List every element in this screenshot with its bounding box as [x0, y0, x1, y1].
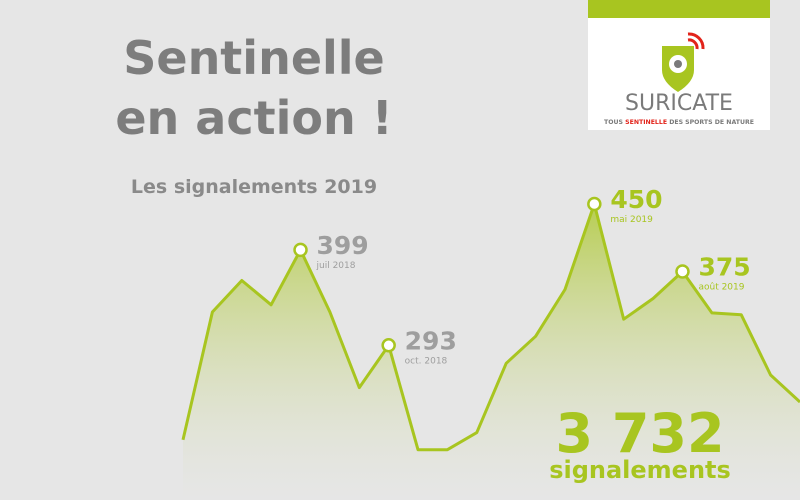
- marker: [587, 196, 602, 212]
- marker: [381, 338, 396, 353]
- area-fill: [183, 204, 800, 500]
- date-label: août 2019: [698, 283, 744, 293]
- value-label: 450: [610, 185, 662, 214]
- total-value: 3 732: [555, 402, 724, 465]
- tagline-part: TOUS: [604, 119, 623, 126]
- marker: [675, 264, 690, 279]
- date-label: oct. 2018: [405, 356, 448, 366]
- value-label: 375: [698, 253, 750, 282]
- title-line: Sentinelle: [123, 31, 385, 85]
- logo-signal: [687, 32, 705, 50]
- date-label: juil 2018: [316, 261, 356, 271]
- logo-pupil: [674, 60, 682, 68]
- title-line: en action !: [115, 91, 392, 145]
- line: [181, 202, 800, 452]
- total-label: signalements: [549, 456, 731, 484]
- tagline-part: SENTINELLE: [625, 119, 667, 126]
- logo-tagline: TOUS SENTINELLE DES SPORTS DE NATURE: [604, 119, 754, 126]
- tagline-part: DES SPORTS DE NATURE: [669, 119, 754, 126]
- logo: SURICATE TOUS SENTINELLE DES SPORTS DE N…: [588, 0, 770, 130]
- logo-name: SURICATE: [625, 91, 733, 116]
- logo-bar: [588, 0, 770, 18]
- value-label: 293: [405, 326, 457, 355]
- value-label: 399: [317, 231, 369, 260]
- marker: [293, 242, 308, 258]
- subtitle: Les signalements 2019: [131, 176, 377, 198]
- date-label: mai 2019: [610, 215, 653, 225]
